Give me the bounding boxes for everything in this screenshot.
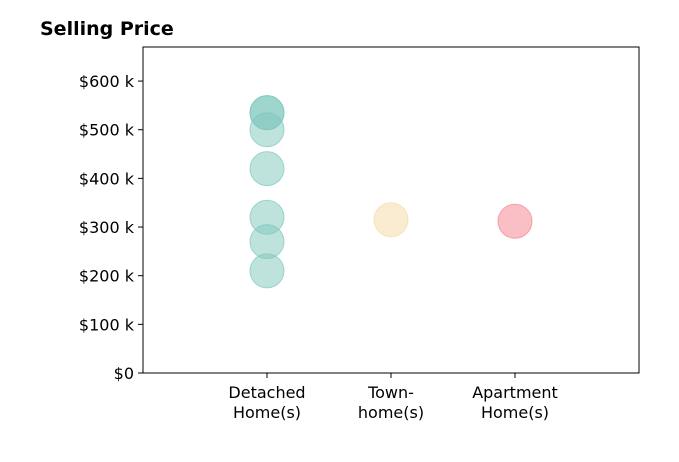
y-tick-label: $500 k xyxy=(79,121,135,140)
y-tick-label: $200 k xyxy=(79,267,135,286)
x-tick-label: Detached xyxy=(228,383,305,402)
chart-title: Selling Price xyxy=(40,18,174,40)
x-tick-label: home(s) xyxy=(358,403,424,422)
y-tick-label: $100 k xyxy=(79,315,135,334)
x-tick-label: Home(s) xyxy=(481,403,549,422)
y-tick-label: $400 k xyxy=(79,169,135,188)
x-tick-label: Town- xyxy=(367,383,414,402)
y-tick-label: $600 k xyxy=(79,72,135,91)
data-point xyxy=(373,202,409,238)
y-tick-label: $300 k xyxy=(79,218,135,237)
data-point xyxy=(249,151,285,187)
data-point xyxy=(249,112,285,148)
data-point xyxy=(249,253,285,289)
data-points xyxy=(249,95,533,289)
x-tick-label: Apartment xyxy=(472,383,558,402)
x-tick-label: Home(s) xyxy=(233,403,301,422)
data-point xyxy=(497,203,533,239)
y-tick-label: $0 xyxy=(114,364,134,383)
x-axis: DetachedHome(s)Town-home(s)ApartmentHome… xyxy=(228,373,558,422)
y-axis: $0 $100 k $200 k $300 k $400 k $500 k $600 k xyxy=(79,72,143,383)
